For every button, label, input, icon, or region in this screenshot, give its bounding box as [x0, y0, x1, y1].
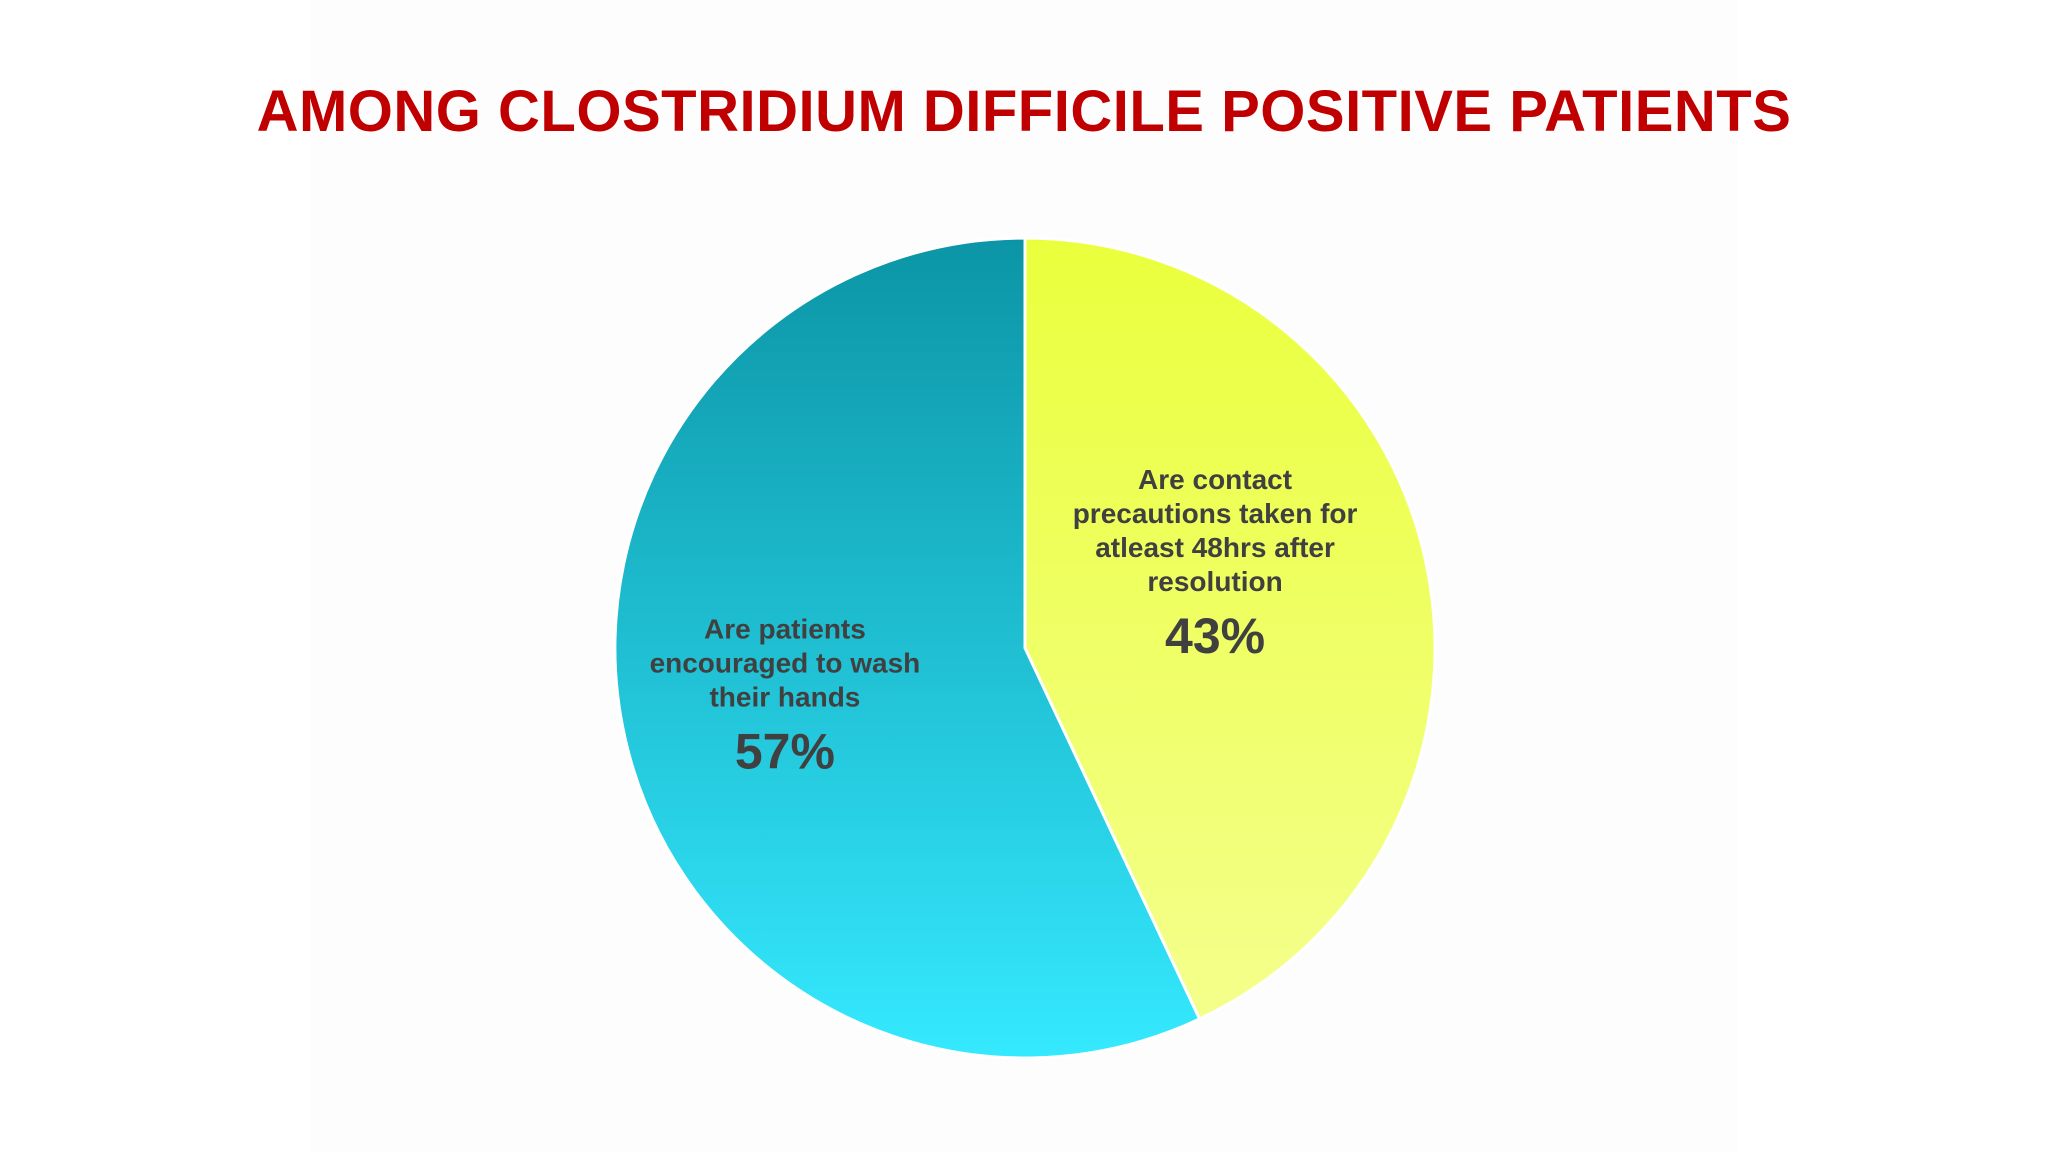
slice-label-line: resolution	[1147, 566, 1282, 597]
chart-title: AMONG CLOSTRIDIUM DIFFICILE POSITIVE PAT…	[256, 79, 1792, 144]
slice-label-line: Are contact	[1138, 464, 1292, 495]
slice-label-line: Are patients	[704, 614, 866, 645]
slice-label-line: atleast 48hrs after	[1095, 532, 1335, 563]
pie-slice-1	[1023, 236, 1437, 1021]
slice-value-2: 57%	[735, 724, 835, 780]
slice-label-line: their hands	[709, 682, 860, 713]
slice-label-2: Are patients encouraged to wash their hand…	[650, 614, 921, 713]
pie-labels: Are contact precautions taken for atleast …	[650, 464, 1358, 780]
pie-slice-2	[613, 236, 1202, 1060]
pie-slices	[613, 236, 1437, 1060]
slice-label-line: encouraged to wash	[650, 648, 921, 679]
slice-value-1: 43%	[1165, 608, 1265, 664]
slice-label-1: Are contact precautions taken for atleast …	[1073, 464, 1358, 597]
slice-label-line: precautions taken for	[1073, 498, 1358, 529]
